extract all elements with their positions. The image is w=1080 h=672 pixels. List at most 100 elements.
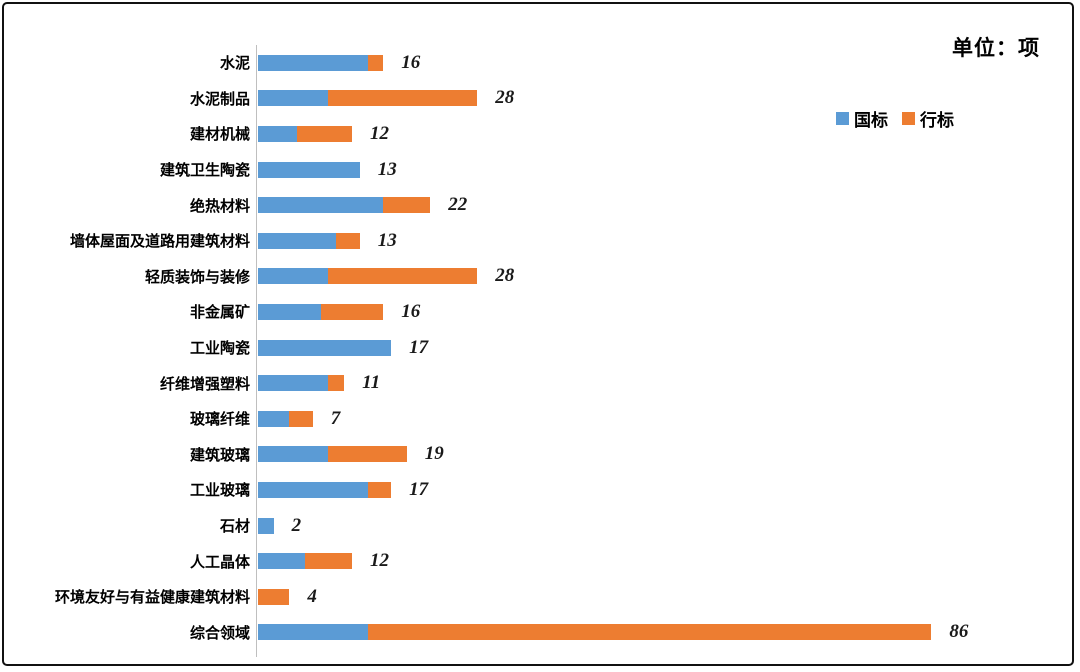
stacked-bar <box>258 553 352 570</box>
value-label: 7 <box>330 407 341 429</box>
category-label: 轻质装饰与装修 <box>144 268 250 286</box>
chart-row: 综合领域 86 <box>0 615 1080 651</box>
bar-segment-guobiao <box>258 339 392 356</box>
chart-row: 绝热材料 22 <box>0 187 1080 223</box>
value-label: 12 <box>369 122 389 144</box>
stacked-bar <box>258 54 384 71</box>
chart-row: 工业陶瓷 17 <box>0 330 1080 366</box>
legend-swatch-guobiao <box>836 112 849 125</box>
value-label: 19 <box>424 443 444 465</box>
category-label: 工业玻璃 <box>189 482 250 500</box>
bar-segment-guobiao <box>258 232 337 249</box>
bar-segment-guobiao <box>258 161 360 178</box>
value-label: 2 <box>291 514 302 536</box>
category-label: 水泥 <box>219 55 250 73</box>
bar-segment-guobiao <box>258 375 329 392</box>
chart-row: 人工晶体 12 <box>0 543 1080 579</box>
stacked-bar <box>258 481 392 498</box>
chart-row: 建筑卫生陶瓷 13 <box>0 152 1080 188</box>
stacked-bar <box>258 161 360 178</box>
chart-row: 玻璃纤维 7 <box>0 401 1080 437</box>
chart-row: 建筑玻璃 19 <box>0 437 1080 473</box>
bar-segment-guobiao <box>258 517 274 534</box>
bar-segment-guobiao <box>258 90 329 107</box>
chart-row: 石材 2 <box>0 508 1080 544</box>
value-label: 86 <box>949 621 969 643</box>
legend: 国标 行标 <box>836 106 954 131</box>
legend-label-hangbiao: 行标 <box>920 111 954 130</box>
value-label: 4 <box>307 585 317 607</box>
category-label: 建筑卫生陶瓷 <box>159 162 250 180</box>
bar-segment-guobiao <box>258 624 368 641</box>
bar-segment-hangbiao <box>258 588 290 605</box>
category-label: 非金属矿 <box>189 304 250 322</box>
chart-row: 轻质装饰与装修 28 <box>0 259 1080 295</box>
value-label: 13 <box>377 158 397 180</box>
bar-segment-hangbiao <box>304 553 352 570</box>
bar-segment-guobiao <box>258 303 321 320</box>
stacked-bar <box>258 303 384 320</box>
legend-item-hangbiao: 行标 <box>902 106 954 131</box>
stacked-bar <box>258 517 274 534</box>
category-label: 石材 <box>219 518 250 536</box>
bar-segment-guobiao <box>258 410 290 427</box>
chart-row: 非金属矿 16 <box>0 294 1080 330</box>
bar-segment-hangbiao <box>328 90 478 107</box>
bar-segment-hangbiao <box>367 624 932 641</box>
stacked-bar <box>258 90 478 107</box>
value-label: 17 <box>409 478 429 500</box>
stacked-bar <box>258 125 352 142</box>
stacked-bar <box>258 268 478 285</box>
stacked-bar <box>258 410 313 427</box>
legend-item-guobiao: 国标 <box>836 106 888 131</box>
chart-row: 墙体屋面及道路用建筑材料 13 <box>0 223 1080 259</box>
stacked-bar <box>258 339 392 356</box>
value-label: 17 <box>409 336 429 358</box>
stacked-bar <box>258 375 345 392</box>
value-label: 16 <box>401 300 421 322</box>
category-label: 纤维增强塑料 <box>159 375 250 393</box>
category-label: 工业陶瓷 <box>189 340 250 358</box>
chart-row: 纤维增强塑料 11 <box>0 365 1080 401</box>
chart-row: 工业玻璃 17 <box>0 472 1080 508</box>
value-label: 12 <box>369 550 389 572</box>
bar-segment-guobiao <box>258 268 329 285</box>
plot-area: 水泥 16 水泥制品 28 建材机械 12 建筑卫生陶瓷 13 绝热材料 22 墙体屋面及道路用建筑… <box>0 45 1080 657</box>
category-label: 水泥制品 <box>189 90 250 108</box>
bar-segment-hangbiao <box>297 125 352 142</box>
bar-segment-guobiao <box>258 446 329 463</box>
bar-segment-guobiao <box>258 553 305 570</box>
chart-row: 水泥 16 <box>0 45 1080 81</box>
bar-segment-hangbiao <box>336 232 360 249</box>
value-label: 28 <box>495 265 515 287</box>
bar-segment-hangbiao <box>320 303 384 320</box>
legend-swatch-hangbiao <box>902 112 915 125</box>
bar-segment-hangbiao <box>289 410 313 427</box>
category-label: 人工晶体 <box>189 553 250 571</box>
category-label: 建材机械 <box>189 126 250 144</box>
bar-segment-hangbiao <box>328 375 345 392</box>
chart-row: 建材机械 12 <box>0 116 1080 152</box>
category-axis-line <box>256 45 257 657</box>
value-label: 13 <box>377 229 397 251</box>
bar-segment-hangbiao <box>367 54 384 71</box>
category-label: 环境友好与有益健康建筑材料 <box>54 589 250 607</box>
unit-label: 单位：项 <box>952 37 1040 60</box>
stacked-bar <box>258 197 431 214</box>
category-label: 绝热材料 <box>189 197 250 215</box>
bar-segment-guobiao <box>258 54 368 71</box>
stacked-bar <box>258 588 290 605</box>
stacked-bar <box>258 624 932 641</box>
category-label: 建筑玻璃 <box>189 446 250 464</box>
category-label: 综合领域 <box>189 624 250 642</box>
bar-segment-guobiao <box>258 481 368 498</box>
value-label: 28 <box>495 87 515 109</box>
category-label: 墙体屋面及道路用建筑材料 <box>69 233 250 251</box>
bar-segment-hangbiao <box>328 446 407 463</box>
value-label: 11 <box>362 372 381 394</box>
chart-row: 环境友好与有益健康建筑材料 4 <box>0 579 1080 615</box>
bar-segment-hangbiao <box>383 197 431 214</box>
bar-segment-guobiao <box>258 197 384 214</box>
